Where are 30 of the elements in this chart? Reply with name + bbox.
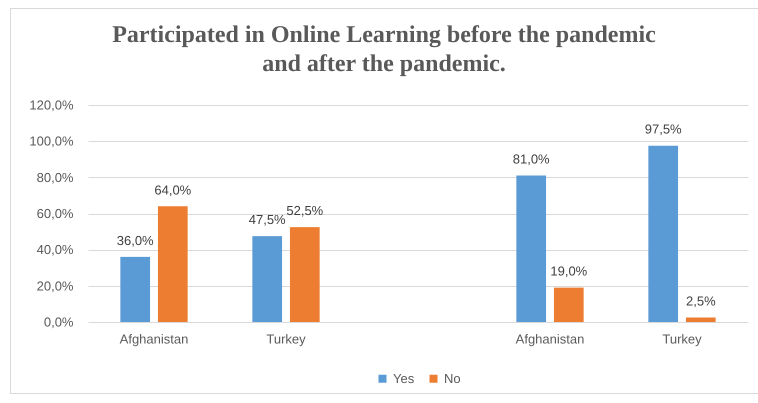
- data-label: 47,5%: [248, 212, 286, 228]
- data-label: 36,0%: [116, 232, 154, 248]
- bar: [120, 256, 150, 322]
- bar: [686, 317, 716, 322]
- bar: [516, 176, 546, 322]
- data-label: 97,5%: [644, 122, 682, 137]
- legend-label: Yes: [393, 370, 415, 386]
- y-tick-label: 100,0%: [29, 134, 74, 149]
- x-tick-label: Turkey: [662, 332, 702, 346]
- data-label: 64,0%: [154, 182, 192, 198]
- data-label: 81,0%: [512, 152, 550, 167]
- y-tick-label: 60,0%: [36, 206, 74, 221]
- data-label: 52,5%: [286, 203, 324, 218]
- bar: [158, 206, 188, 322]
- data-label: 2,5%: [686, 293, 716, 308]
- legend-label: No: [444, 370, 461, 386]
- chart-title: Participated in Online Learning before the pandemic and after the pandemic.: [112, 22, 656, 77]
- x-tick-label: Afghanistan: [516, 332, 584, 346]
- data-label: 19,0%: [550, 264, 588, 279]
- bar: [290, 227, 320, 322]
- y-tick-label: 80,0%: [36, 170, 74, 185]
- x-tick-label: Turkey: [266, 332, 306, 346]
- y-tick-label: 40,0%: [36, 242, 74, 258]
- bar: [648, 146, 678, 322]
- y-tick-label: 20,0%: [36, 278, 74, 294]
- y-tick-label: 0,0%: [44, 314, 74, 330]
- bar: [554, 288, 584, 322]
- x-tick-label: Afghanistan: [120, 332, 188, 346]
- bar: [252, 236, 282, 322]
- y-tick-label: 120,0%: [29, 98, 74, 112]
